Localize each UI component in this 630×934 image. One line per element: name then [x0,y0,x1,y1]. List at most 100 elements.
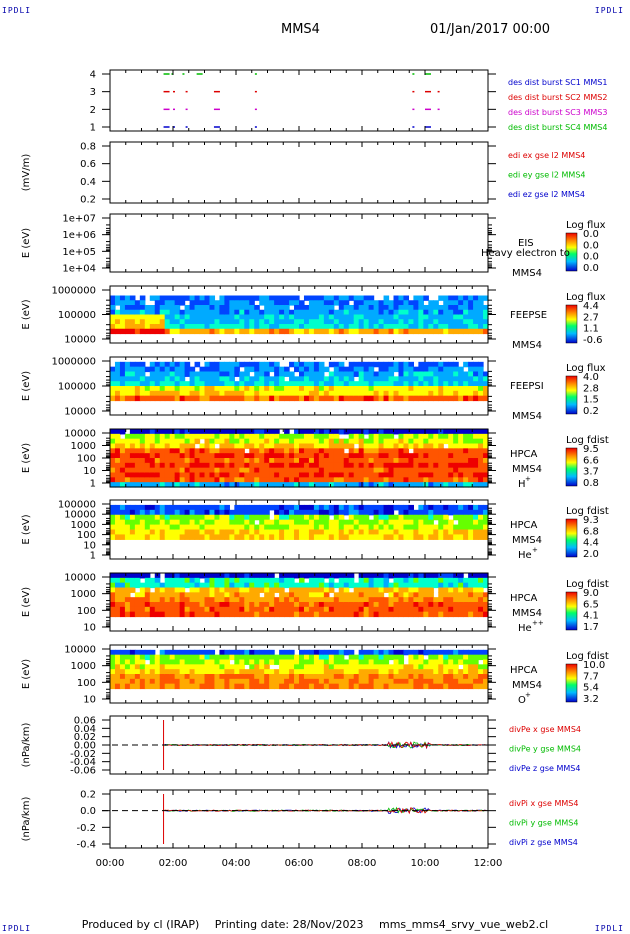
legend-edi-0: edi ex gse l2 MMS4 [508,151,585,160]
spectrogram-cell-feepsi [353,395,360,402]
spectrogram-cell-feepse [373,319,380,325]
spectrogram-cell-hpca_o [483,654,489,661]
spectrogram-cell-feepse [368,314,375,320]
spectrogram-cell-feepsi [353,371,360,377]
spectrogram-cell-hpca_h [139,443,146,449]
spectrogram-cell-hpca_h [214,467,221,474]
spectrogram-cell-feepsi [194,395,201,402]
spectrogram-cell-feepsi [423,386,429,392]
spectrogram-cell-hpca_he [194,514,201,521]
spectrogram-cell-hpca_he [254,514,260,521]
spectrogram-cell-hpca_hepp [483,597,489,603]
spectrogram-cell-feepse [368,319,375,325]
spectrogram-cell-hpca_hepp [383,582,390,589]
spectrogram-cell-hpca_hepp [458,573,464,579]
spectrogram-cell-hpca_o [353,678,360,685]
spectrogram-cell-hpca_hepp [448,582,454,589]
spectrogram-cell-hpca_o [338,664,345,670]
spectrogram-cell-hpca_hepp [393,587,400,593]
spectrogram-cell-hpca_h [398,458,405,464]
spectrogram-cell-feepse [453,309,459,316]
spectrogram-cell-hpca_o [373,649,380,656]
spectrogram-cell-hpca_o [398,678,405,685]
spectrogram-cell-hpca_h [363,453,370,459]
spectrogram-cell-hpca_o [119,654,126,661]
spectrogram-cell-hpca_hepp [478,573,484,579]
spectrogram-cell-hpca_hepp [234,582,240,589]
spectrogram-cell-hpca_hepp [184,597,191,603]
spectrogram-cell-hpca_h [353,453,360,459]
spectrogram-cell-hpca_h [413,448,419,454]
spacecraft-title: MMS4 [281,22,320,37]
spectrogram-cell-feepsi [169,395,176,402]
spectrogram-cell-hpca_o [254,659,260,665]
spectrogram-cell-hpca_hepp [398,611,405,618]
spectrogram-cell-feepse [348,295,355,301]
ytick-hpca_he-1: 10000 [64,510,96,521]
spectrogram-cell-hpca_h [224,429,230,435]
spectrogram-cell-hpca_o [458,649,464,656]
spectrogram-cell-feepsi [289,395,295,402]
spectrogram-cell-hpca_he [249,529,255,536]
spectrogram-cell-hpca_hepp [418,602,424,608]
spectrogram-cell-hpca_o [299,649,305,656]
spectrogram-cell-feepse [279,309,285,316]
spectrogram-cell-feepsi [423,366,429,373]
spectrogram-cell-feepsi [363,395,370,402]
spectrogram-cell-hpca_he [244,529,250,536]
spectrogram-cell-hpca_h [448,448,454,454]
spectrogram-cell-feepsi [274,376,280,382]
spectrogram-cell-hpca_h [284,433,290,440]
spectrogram-cell-hpca_he [343,534,350,540]
spectrogram-cell-feepsi [299,361,305,368]
spectrogram-cell-feepse [333,319,340,325]
spectrogram-cell-hpca_hepp [204,602,211,608]
spectrogram-cell-hpca_h [119,482,126,488]
spectrogram-cell-hpca_o [164,683,171,690]
spectrogram-cell-hpca_h [473,477,479,483]
spectrogram-cell-hpca_h [299,433,305,440]
colorbar-hpca_h [565,447,578,487]
spectrogram-cell-feepse [214,300,221,306]
spectrogram-cell-hpca_hepp [428,577,434,584]
spectrogram-cell-hpca_h [408,443,414,449]
spectrogram-cell-hpca_hepp [468,582,474,589]
spectrogram-cell-feepse [378,309,385,316]
spectrogram-cell-feepsi [398,386,405,392]
spectrogram-cell-hpca_h [134,429,141,435]
spectrogram-cell-hpca_hepp [363,573,370,579]
spectrogram-cell-hpca_hepp [433,577,439,584]
species-sup-hpca_hepp: ++ [532,619,544,627]
spectrogram-cell-hpca_h [169,443,176,449]
spectrogram-cell-feepsi [179,361,186,368]
spectrogram-cell-hpca_o [179,674,186,680]
spectrogram-cell-hpca_hepp [189,611,196,618]
spectrogram-cell-hpca_he [448,529,454,536]
spectrogram-cell-hpca_he [279,519,285,526]
spectrogram-cell-hpca_hepp [279,582,285,589]
spectrogram-cell-feepse [338,314,345,320]
spectrogram-cell-hpca_he [254,509,260,516]
spectrogram-cell-feepsi [124,376,131,382]
spectrogram-cell-hpca_h [169,433,176,440]
spectrogram-cell-feepse [124,309,131,316]
spectrogram-cell-hpca_o [303,654,310,661]
spectrogram-cell-hpca_hepp [184,592,191,598]
spectrogram-cell-hpca_h [184,443,191,449]
spectrogram-cell-hpca_h [388,448,395,454]
spectrogram-cell-hpca_hepp [468,587,474,593]
spectrogram-cell-feepsi [468,366,474,373]
spectrogram-cell-feepse [418,309,424,316]
spectrogram-cell-feepsi [463,361,469,368]
spectrogram-cell-hpca_he [353,504,360,511]
spectrogram-cell-hpca_he [483,509,489,516]
spectrogram-cell-hpca_hepp [114,582,121,589]
spectrogram-cell-hpca_h [139,472,146,478]
spectrogram-cell-hpca_o [458,669,464,675]
spectrogram-cell-hpca_h [269,438,275,445]
spectrogram-cell-hpca_hepp [249,597,255,603]
spectrogram-cell-hpca_h [433,448,439,454]
spectrogram-cell-hpca_hepp [134,611,141,618]
spectrogram-cell-hpca_o [378,683,385,690]
spectrogram-cell-hpca_he [199,529,206,536]
